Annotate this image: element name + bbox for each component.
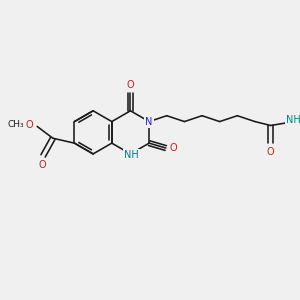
Text: N: N xyxy=(146,117,153,127)
Text: NH: NH xyxy=(286,115,300,124)
Text: O: O xyxy=(127,80,134,90)
Text: O: O xyxy=(170,143,177,153)
Text: CH₃: CH₃ xyxy=(7,120,24,129)
Text: O: O xyxy=(26,119,33,130)
Text: O: O xyxy=(267,147,274,157)
Text: NH: NH xyxy=(124,150,139,160)
Text: O: O xyxy=(38,160,46,170)
